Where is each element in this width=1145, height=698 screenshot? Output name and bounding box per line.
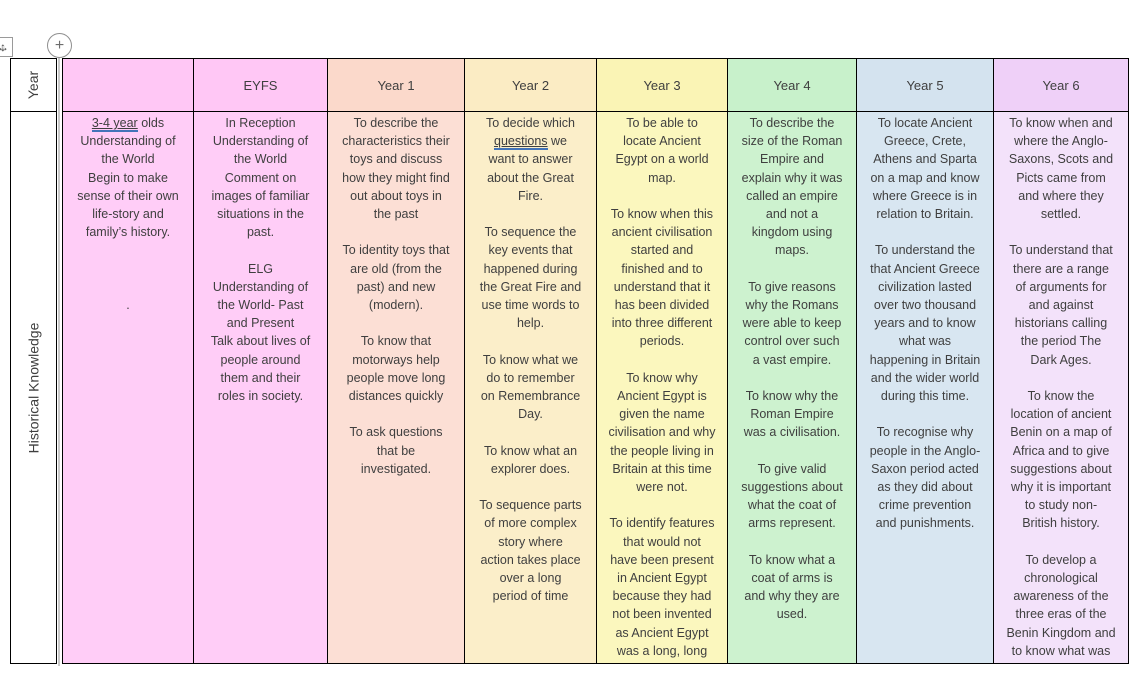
cell-text: To sequence the key events that happened… bbox=[479, 225, 582, 604]
cell-text: In Reception Understanding of the World … bbox=[210, 116, 311, 404]
table-move-handle[interactable]: ↔ ↕ bbox=[0, 37, 13, 57]
year-row-label: Year bbox=[25, 70, 42, 100]
cell-year-1[interactable]: To describe the characteristics their to… bbox=[327, 111, 465, 664]
cell-text: Understanding of the World Begin to make… bbox=[77, 134, 179, 313]
header-cell-year-4[interactable]: Year 4 bbox=[727, 58, 857, 112]
underlined-term: questions bbox=[494, 134, 548, 151]
row-label-column: Year Historical Knowledge bbox=[10, 58, 57, 664]
header-row: EYFS Year 1 Year 2 Year 3 Year 4 Year 5 … bbox=[62, 58, 1129, 112]
move-arrows-icon: ↔ bbox=[0, 40, 9, 54]
cell-text: To describe the characteristics their to… bbox=[342, 116, 450, 476]
header-cell-year-5[interactable]: Year 5 bbox=[856, 58, 994, 112]
historical-knowledge-row-label: Historical Knowledge bbox=[25, 322, 42, 453]
cell-text: To be able to locate Ancient Egypt on a … bbox=[608, 116, 716, 658]
cell-text: To describe the size of the Roman Empire… bbox=[741, 116, 843, 622]
curriculum-table: EYFS Year 1 Year 2 Year 3 Year 4 Year 5 … bbox=[62, 58, 1129, 664]
header-cell-year-3[interactable]: Year 3 bbox=[596, 58, 728, 112]
row-label-header-cell[interactable]: Year bbox=[10, 58, 57, 112]
cell-year-6[interactable]: To know when and where the Anglo- Saxons… bbox=[993, 111, 1129, 664]
header-cell-year-6[interactable]: Year 6 bbox=[993, 58, 1129, 112]
insert-column-button[interactable]: + bbox=[47, 33, 72, 58]
insert-column-guide-line bbox=[58, 56, 60, 666]
plus-icon: + bbox=[54, 36, 65, 54]
header-cell-year-1[interactable]: Year 1 bbox=[327, 58, 465, 112]
cell-nursery[interactable]: 3-4 year olds Understanding of the World… bbox=[62, 111, 194, 664]
cell-year-5[interactable]: To locate Ancient Greece, Crete, Athens … bbox=[856, 111, 994, 664]
header-cell-year-2[interactable]: Year 2 bbox=[464, 58, 597, 112]
header-cell-eyfs[interactable]: EYFS bbox=[193, 58, 328, 112]
header-cell-nursery[interactable] bbox=[62, 58, 194, 112]
row-label-body-cell[interactable]: Historical Knowledge bbox=[10, 111, 57, 664]
cell-text: To locate Ancient Greece, Crete, Athens … bbox=[869, 116, 981, 531]
move-arrows-icon-vertical: ↕ bbox=[0, 40, 6, 54]
cell-year-2[interactable]: To decide which questions we want to ans… bbox=[464, 111, 597, 664]
underlined-term: 3-4 year bbox=[91, 116, 138, 132]
cell-eyfs[interactable]: In Reception Understanding of the World … bbox=[193, 111, 328, 664]
cell-year-3[interactable]: To be able to locate Ancient Egypt on a … bbox=[596, 111, 728, 664]
cell-year-4[interactable]: To describe the size of the Roman Empire… bbox=[727, 111, 857, 664]
historical-knowledge-row: 3-4 year olds Understanding of the World… bbox=[62, 111, 1129, 664]
cell-text: To know when and where the Anglo- Saxons… bbox=[1006, 116, 1116, 658]
